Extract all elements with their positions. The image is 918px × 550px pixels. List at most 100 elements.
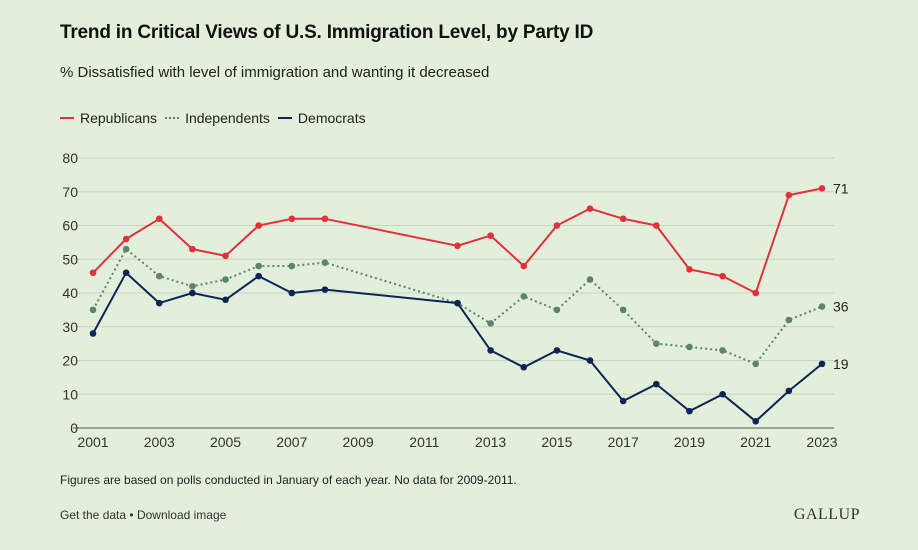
data-point-independents-2005 bbox=[222, 276, 229, 283]
data-point-independents-2019 bbox=[686, 343, 693, 351]
y-tick-label-0: 0 bbox=[70, 420, 78, 436]
data-point-republicans-2015 bbox=[553, 222, 561, 229]
data-point-republicans-2008 bbox=[321, 215, 329, 223]
data-point-independents-2015 bbox=[553, 306, 561, 314]
data-point-independents-2016 bbox=[586, 276, 594, 283]
gallup-logo: GALLUP bbox=[793, 506, 860, 523]
legend-swatch-republicans bbox=[60, 117, 74, 119]
data-point-republicans-2020 bbox=[719, 272, 726, 280]
data-point-independents-2020 bbox=[719, 347, 726, 354]
data-point-independents-2001 bbox=[89, 306, 97, 314]
data-point-republicans-2016 bbox=[586, 205, 594, 212]
get-data-link[interactable]: Get the data bbox=[60, 508, 127, 522]
data-point-democrats-2003 bbox=[155, 299, 163, 307]
data-point-independents-2008 bbox=[321, 259, 329, 266]
data-point-democrats-2012 bbox=[454, 299, 461, 307]
data-point-democrats-2004 bbox=[189, 289, 196, 297]
data-point-democrats-2007 bbox=[288, 289, 296, 297]
series-line-democrats bbox=[92, 271, 823, 423]
data-point-independents-2004 bbox=[189, 282, 196, 290]
y-tick-label-40: 40 bbox=[62, 285, 78, 301]
chart-footnote: Figures are based on polls conducted in … bbox=[60, 473, 517, 487]
legend-item-independents[interactable]: Independents bbox=[165, 110, 270, 126]
data-point-democrats-2020 bbox=[719, 390, 726, 398]
data-point-republicans-2019 bbox=[686, 266, 693, 273]
legend-label-republicans: Republicans bbox=[80, 110, 158, 126]
x-tick-label-2013: 2013 bbox=[475, 434, 506, 450]
x-tick-label-2007: 2007 bbox=[276, 434, 307, 450]
data-point-republicans-2001 bbox=[89, 269, 97, 277]
data-point-republicans-2006 bbox=[255, 222, 262, 229]
data-point-democrats-2001 bbox=[89, 330, 97, 337]
data-point-democrats-2002 bbox=[122, 269, 130, 277]
data-point-republicans-2022 bbox=[785, 191, 793, 199]
legend-item-democrats[interactable]: Democrats bbox=[277, 110, 366, 126]
x-tick-label-2003: 2003 bbox=[144, 434, 175, 450]
legend-swatch-independents bbox=[165, 117, 180, 119]
data-point-democrats-2006 bbox=[255, 272, 262, 280]
data-point-independents-2013 bbox=[487, 320, 494, 327]
data-point-democrats-2005 bbox=[222, 296, 229, 304]
data-point-independents-2018 bbox=[653, 340, 660, 347]
data-point-democrats-2017 bbox=[619, 397, 627, 405]
x-tick-label-2017: 2017 bbox=[608, 434, 639, 450]
y-tick-label-10: 10 bbox=[62, 386, 78, 402]
data-point-independents-2023 bbox=[818, 303, 826, 310]
data-point-independents-2003 bbox=[155, 272, 163, 280]
data-point-republicans-2021 bbox=[752, 289, 760, 297]
y-tick-label-20: 20 bbox=[62, 353, 78, 369]
link-separator: • bbox=[129, 508, 134, 522]
data-point-republicans-2013 bbox=[487, 232, 494, 239]
data-point-republicans-2003 bbox=[155, 215, 163, 223]
series-line-independents bbox=[92, 248, 823, 365]
y-tick-label-70: 70 bbox=[62, 184, 78, 200]
x-tick-label-2005: 2005 bbox=[210, 434, 241, 450]
chart-subtitle: % Dissatisfied with level of immigration… bbox=[60, 64, 490, 81]
data-point-democrats-2018 bbox=[653, 380, 660, 388]
download-image-link[interactable]: Download image bbox=[136, 508, 227, 522]
data-point-democrats-2021 bbox=[752, 417, 760, 425]
y-tick-label-30: 30 bbox=[62, 319, 78, 335]
x-tick-label-2009: 2009 bbox=[343, 434, 374, 450]
y-tick-label-80: 80 bbox=[62, 150, 78, 166]
x-tick-label-2015: 2015 bbox=[541, 434, 572, 450]
data-point-independents-2006 bbox=[255, 262, 262, 270]
data-point-independents-2007 bbox=[288, 262, 296, 270]
data-point-democrats-2008 bbox=[321, 286, 329, 293]
data-point-democrats-2016 bbox=[586, 357, 594, 364]
data-point-democrats-2019 bbox=[686, 407, 693, 415]
end-label-republicans: 71 bbox=[833, 180, 849, 196]
data-point-independents-2002 bbox=[122, 245, 130, 253]
data-point-republicans-2012 bbox=[454, 242, 461, 250]
data-point-republicans-2002 bbox=[122, 235, 130, 243]
data-point-republicans-2018 bbox=[653, 222, 660, 229]
data-point-democrats-2014 bbox=[520, 363, 528, 371]
x-tick-label-2011: 2011 bbox=[409, 434, 439, 450]
data-point-republicans-2023 bbox=[818, 185, 826, 192]
x-tick-label-2019: 2019 bbox=[674, 434, 705, 450]
legend-swatch-democrats bbox=[277, 117, 292, 119]
chart-legend: Republicans Independents Democrats bbox=[60, 110, 374, 126]
y-tick-label-60: 60 bbox=[62, 218, 78, 234]
series-line-republicans bbox=[92, 187, 823, 294]
y-tick-label-50: 50 bbox=[62, 251, 78, 267]
chart-title: Trend in Critical Views of U.S. Immigrat… bbox=[60, 22, 594, 43]
x-tick-label-2021: 2021 bbox=[740, 434, 771, 450]
data-point-democrats-2015 bbox=[553, 347, 561, 354]
end-label-democrats: 19 bbox=[833, 356, 849, 372]
legend-label-democrats: Democrats bbox=[297, 110, 366, 126]
data-point-democrats-2013 bbox=[487, 347, 494, 354]
x-tick-label-2023: 2023 bbox=[806, 434, 837, 450]
chart-links: Get the data • Download image bbox=[60, 508, 226, 522]
x-tick-label-2001: 2001 bbox=[77, 434, 108, 450]
data-point-republicans-2004 bbox=[189, 245, 196, 253]
data-point-independents-2017 bbox=[619, 306, 627, 314]
data-point-republicans-2017 bbox=[619, 215, 627, 223]
end-label-independents: 36 bbox=[833, 299, 849, 315]
data-point-republicans-2005 bbox=[222, 252, 229, 260]
legend-item-republicans[interactable]: Republicans bbox=[60, 110, 157, 126]
data-point-republicans-2014 bbox=[520, 262, 528, 270]
data-point-republicans-2007 bbox=[288, 215, 296, 223]
data-point-democrats-2022 bbox=[785, 387, 793, 395]
